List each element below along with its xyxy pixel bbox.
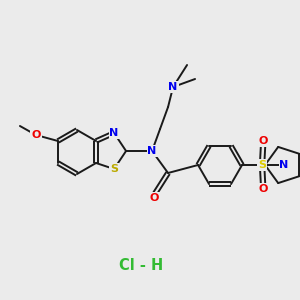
Text: Cl - H: Cl - H [119, 258, 163, 273]
Text: N: N [279, 160, 289, 170]
Text: S: S [110, 164, 118, 174]
Text: N: N [110, 128, 119, 138]
Text: O: O [258, 184, 268, 194]
Text: O: O [149, 193, 159, 203]
Text: S: S [258, 160, 266, 170]
Text: N: N [168, 82, 178, 92]
Text: O: O [258, 136, 268, 146]
Text: O: O [31, 130, 40, 140]
Text: N: N [147, 146, 157, 156]
